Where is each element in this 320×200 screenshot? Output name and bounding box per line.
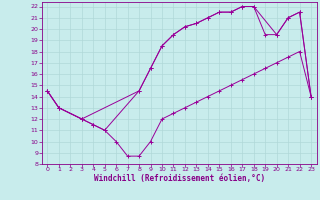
X-axis label: Windchill (Refroidissement éolien,°C): Windchill (Refroidissement éolien,°C) bbox=[94, 174, 265, 183]
